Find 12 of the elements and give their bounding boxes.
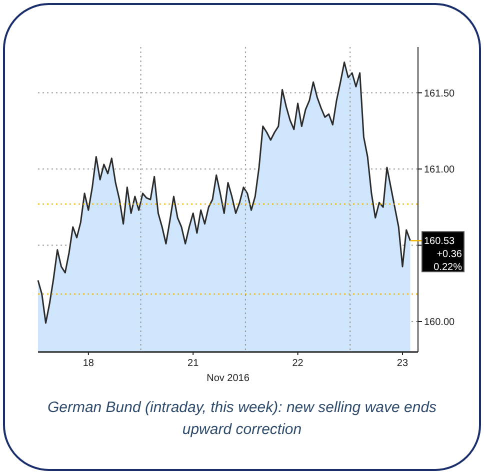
x-tick-label: 21 bbox=[188, 358, 200, 369]
x-tick-label: 22 bbox=[292, 358, 304, 369]
y-tick-label: 161.00 bbox=[424, 164, 456, 176]
y-tick-label: 161.50 bbox=[424, 88, 456, 100]
text: 160.53 bbox=[424, 236, 456, 248]
text: German Bund (intraday, this week): new selling wave ends upward correction bbox=[47, 399, 438, 438]
x-tick-label: 18 bbox=[82, 358, 94, 369]
text: 0.22% bbox=[434, 262, 462, 274]
x-axis-title: Nov 2016 bbox=[206, 373, 250, 384]
x-tick-label: 23 bbox=[396, 358, 408, 369]
text: +0.36 bbox=[436, 249, 462, 260]
y-tick-label: 160.00 bbox=[424, 317, 456, 328]
